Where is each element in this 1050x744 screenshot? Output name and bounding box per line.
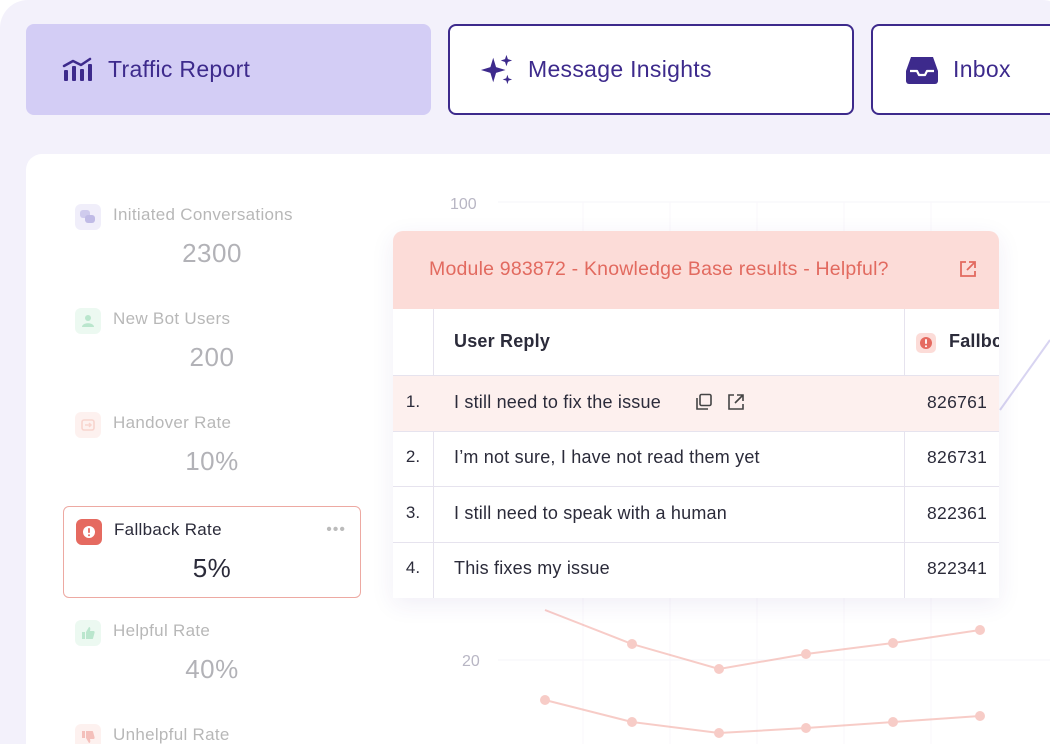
- column-header-user-reply[interactable]: User Reply: [454, 331, 551, 351]
- sparkle-icon: [480, 53, 514, 87]
- row-fallback-id: 822361: [927, 503, 988, 523]
- metric-fallback-rate[interactable]: Fallback Rate ••• 5%: [63, 506, 361, 598]
- alert-icon: [916, 333, 936, 353]
- column-divider: [904, 309, 905, 598]
- table-row[interactable]: 4. This fixes my issue 822341: [393, 542, 999, 597]
- metric-label: Initiated Conversations: [113, 205, 293, 224]
- metric-label: Handover Rate: [113, 413, 232, 432]
- metric-value: 5%: [192, 553, 232, 583]
- user-icon: [75, 308, 101, 334]
- metric-value: 200: [189, 342, 235, 372]
- tab-label: Traffic Report: [108, 56, 251, 82]
- metric-label: New Bot Users: [113, 309, 231, 328]
- tab-message-insights[interactable]: Message Insights: [448, 24, 854, 115]
- knowledge-base-results-popup: Module 983872 - Knowledge Base results -…: [393, 231, 999, 598]
- tab-inbox[interactable]: Inbox: [871, 24, 1050, 115]
- row-divider: [393, 486, 999, 487]
- row-number: 4.: [405, 558, 421, 577]
- series-line-lower: [540, 695, 985, 738]
- metric-initiated-conversations[interactable]: Initiated Conversations 2300: [63, 192, 361, 284]
- tab-label: Inbox: [953, 56, 1011, 82]
- row-number: 3.: [405, 503, 421, 522]
- external-link-icon[interactable]: [727, 393, 745, 416]
- metric-helpful-rate[interactable]: Helpful Rate 40%: [63, 608, 361, 700]
- popup-header: [393, 231, 999, 309]
- row-divider: [393, 542, 999, 543]
- tab-label: Message Insights: [528, 56, 712, 82]
- table-row[interactable]: 2. I’m not sure, I have not read them ye…: [393, 431, 999, 486]
- y-tick-bottom: 20: [462, 653, 480, 670]
- alert-icon: [76, 519, 102, 545]
- metric-new-bot-users[interactable]: New Bot Users 200: [63, 296, 361, 388]
- metric-handover-rate[interactable]: Handover Rate 10%: [63, 400, 361, 492]
- metric-value: 10%: [185, 446, 239, 476]
- metric-value: 40%: [185, 654, 239, 684]
- metric-unhelpful-rate[interactable]: Unhelpful Rate: [63, 712, 361, 744]
- thumbs-down-icon: [75, 724, 101, 744]
- handover-icon: [75, 412, 101, 438]
- y-tick-top: 100: [450, 196, 477, 213]
- metric-label: Fallback Rate: [114, 520, 222, 539]
- row-reply-text: I still need to fix the issue: [454, 392, 661, 412]
- more-options-icon[interactable]: •••: [326, 521, 346, 538]
- metric-label: Helpful Rate: [113, 621, 211, 640]
- row-number: 2.: [405, 447, 421, 466]
- external-link-icon[interactable]: [958, 259, 978, 284]
- table-row[interactable]: 1. I still need to fix the issue 826761: [393, 376, 999, 431]
- row-number: 1.: [405, 392, 421, 411]
- metric-label: Unhelpful Rate: [113, 725, 230, 744]
- inbox-tray-icon: [905, 53, 939, 87]
- chat-bubbles-icon: [75, 204, 101, 230]
- row-reply-text: I still need to speak with a human: [454, 503, 727, 523]
- row-fallback-id: 822341: [927, 558, 988, 578]
- row-reply-text: This fixes my issue: [454, 558, 610, 578]
- row-fallback-id: 826731: [927, 447, 988, 467]
- tab-traffic-report[interactable]: Traffic Report: [26, 24, 431, 115]
- bar-chart-icon: [60, 53, 94, 87]
- column-divider: [433, 309, 434, 598]
- column-header-fallback[interactable]: Fallbc: [949, 331, 999, 351]
- table-row[interactable]: 3. I still need to speak with a human 82…: [393, 487, 999, 542]
- thumbs-up-icon: [75, 620, 101, 646]
- row-fallback-id: 826761: [927, 392, 988, 412]
- copy-icon[interactable]: [695, 393, 713, 416]
- row-divider: [393, 431, 999, 432]
- series-line-purple: [999, 339, 1050, 411]
- series-line-upper: [544, 609, 985, 674]
- row-reply-text: I’m not sure, I have not read them yet: [454, 447, 760, 467]
- metric-value: 2300: [182, 238, 242, 268]
- row-divider: [393, 375, 999, 376]
- popup-title: Module 983872 - Knowledge Base results -…: [429, 258, 889, 280]
